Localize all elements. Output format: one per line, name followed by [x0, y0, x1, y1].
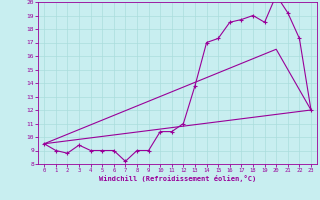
X-axis label: Windchill (Refroidissement éolien,°C): Windchill (Refroidissement éolien,°C)	[99, 175, 256, 182]
